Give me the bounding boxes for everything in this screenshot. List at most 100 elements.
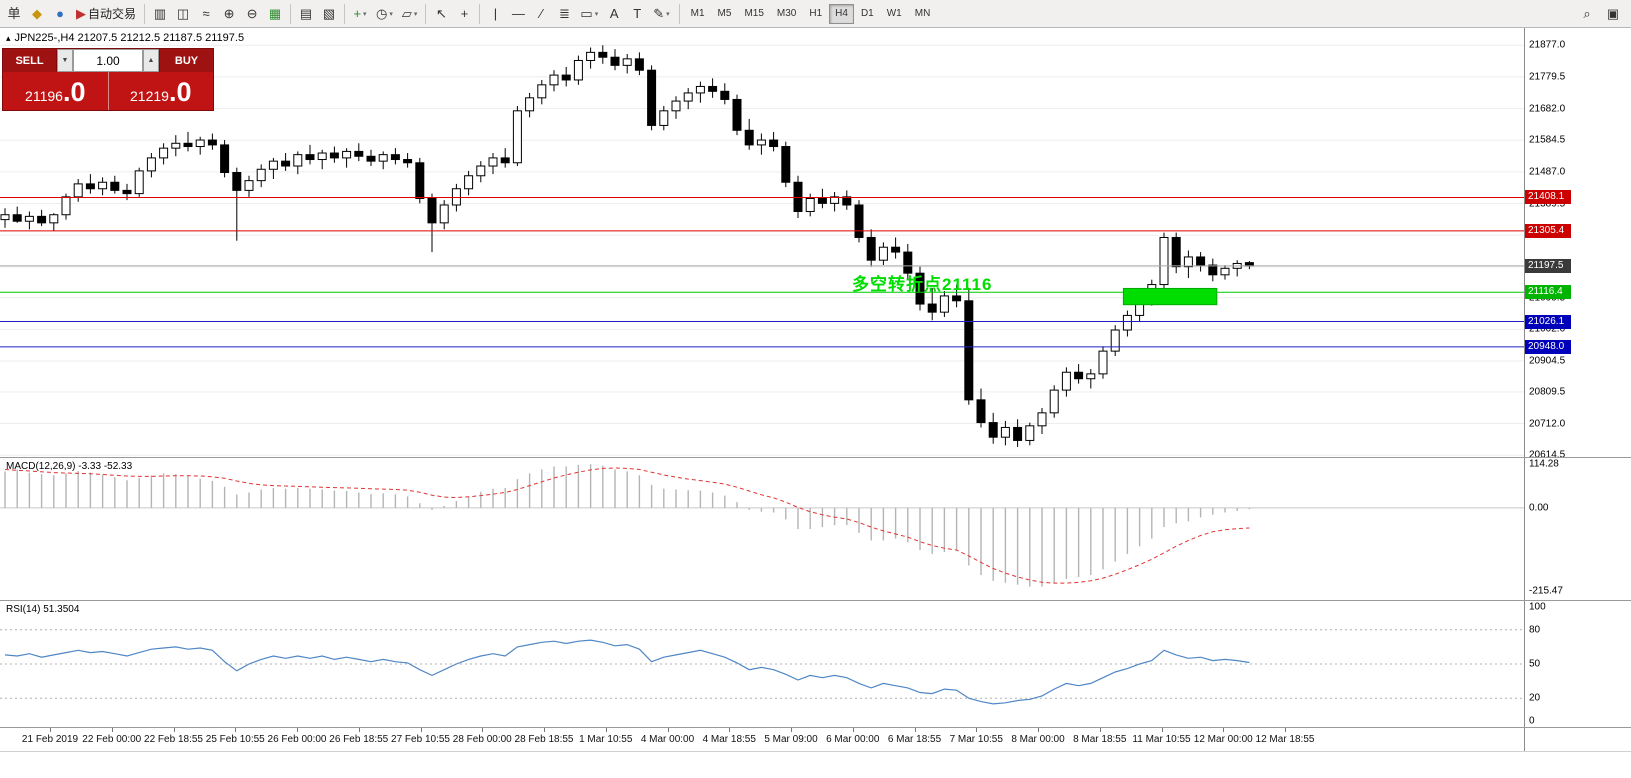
cursor-icon: ↖ — [435, 6, 447, 21]
time-tick — [1223, 728, 1225, 732]
price-axis[interactable]: 21877.021779.521682.021584.521487.021389… — [1525, 28, 1631, 751]
toolbar-right: ⌕ ▣ — [1576, 3, 1624, 25]
indicators-button[interactable]: + ▾ — [349, 3, 371, 25]
timeframe-m30-button[interactable]: M30 — [771, 4, 802, 24]
fibonacci-button[interactable]: ≣ — [553, 3, 575, 25]
timeframe-mn-button[interactable]: MN — [909, 4, 937, 24]
rsi-pane[interactable]: RSI(14) 51.3504 — [0, 601, 1524, 727]
timeframe-m15-button[interactable]: M15 — [738, 4, 769, 24]
zoom-out-button[interactable]: ⊖ — [241, 3, 263, 25]
candlestick-chart-button[interactable]: ◫ — [172, 3, 194, 25]
price-axis-label: 21779.5 — [1529, 71, 1566, 83]
shapes-button[interactable]: ▭ ▾ — [576, 3, 602, 25]
search-icon-button[interactable]: ⌕ — [1576, 3, 1598, 25]
time-tick — [358, 728, 360, 732]
periods-icon: ◷ — [376, 6, 388, 21]
time-axis-label: 27 Feb 10:55 — [391, 734, 450, 745]
macd-pane[interactable]: MACD(12,26,9) -3.33 -52.33 — [0, 458, 1524, 600]
fibonacci-icon: ≣ — [558, 6, 570, 21]
macd-legend: MACD(12,26,9) -3.33 -52.33 — [6, 461, 133, 472]
community-icon-icon: ● — [56, 6, 64, 21]
text-button[interactable]: A — [603, 3, 625, 25]
lot-dropdown-button[interactable]: ▼ — [57, 49, 73, 72]
text-icon: A — [609, 6, 619, 21]
new-window-icon: ▣ — [1606, 6, 1620, 21]
timeframe-w1-button[interactable]: W1 — [881, 4, 908, 24]
lot-up-button[interactable]: ▲ — [143, 49, 159, 72]
sell-price[interactable]: 21196.0 — [3, 72, 108, 110]
grid-button[interactable]: ▦ — [264, 3, 286, 25]
buy-button[interactable]: BUY — [159, 49, 213, 72]
price-axis-label: 21584.5 — [1529, 134, 1566, 146]
rsi-axis-label: 0 — [1529, 715, 1535, 727]
shapes-icon: ▭ — [580, 6, 593, 21]
time-tick — [729, 728, 731, 732]
dropdown-arrow-icon: ▾ — [666, 10, 670, 18]
time-tick — [235, 728, 237, 732]
lot-size-input[interactable] — [73, 49, 143, 72]
timeframe-h1-button[interactable]: H1 — [803, 4, 828, 24]
time-tick — [852, 728, 854, 732]
bar-chart-icon: ▥ — [153, 6, 167, 21]
price-axis-label: 21682.0 — [1529, 103, 1566, 115]
time-axis-label: 22 Feb 00:00 — [82, 734, 142, 745]
templates-button[interactable]: ▱ ▾ — [398, 3, 422, 25]
arrows-button[interactable]: ✎ ▾ — [649, 3, 673, 25]
community-icon-button[interactable]: ● — [49, 3, 71, 25]
time-tick — [605, 728, 607, 732]
market-watch-icon-icon: ◆ — [32, 6, 42, 21]
timeframe-h4-button[interactable]: H4 — [829, 3, 854, 24]
new-window-icon-button[interactable]: ▣ — [1602, 3, 1624, 25]
line-chart-button[interactable]: ≈ — [195, 3, 217, 25]
price-chart-pane[interactable]: ▴ JPN225-,H4 21207.5 21212.5 21187.5 211… — [0, 28, 1524, 457]
pane-splitter[interactable] — [0, 727, 1631, 728]
sell-button[interactable]: SELL — [3, 49, 57, 72]
buy-price[interactable]: 21219.0 — [109, 72, 214, 110]
rsi-chart[interactable] — [0, 601, 1524, 727]
templates-icon: ▱ — [401, 6, 412, 21]
vertical-line-icon: | — [493, 6, 498, 21]
autotrade-button[interactable]: ▶ 自动交易 — [72, 3, 140, 25]
timeframe-d1-button[interactable]: D1 — [855, 4, 880, 24]
time-tick — [1038, 728, 1039, 732]
time-axis-label: 25 Feb 10:55 — [205, 734, 265, 745]
pane-splitter[interactable] — [0, 600, 1631, 601]
time-tick — [1099, 728, 1101, 732]
price-axis-label: 21002.0 — [1529, 323, 1566, 335]
dropdown-arrow-icon: ▾ — [363, 10, 367, 18]
macd-chart[interactable] — [0, 458, 1524, 600]
time-axis-label: 4 Mar 18:55 — [702, 734, 756, 745]
timeframe-m1-button[interactable]: M1 — [685, 4, 711, 24]
time-tick — [173, 728, 175, 732]
bar-chart-button[interactable]: ▥ — [149, 3, 171, 25]
search-icon: ⌕ — [1583, 6, 1591, 21]
buy-price-main: 21219 — [130, 88, 169, 104]
toolbar-separator — [425, 3, 427, 24]
trade-panel-controls: SELL ▼ ▲ BUY — [3, 49, 213, 72]
time-axis[interactable]: 21 Feb 2019 22 Feb 00:00 22 Feb 18:55 25 Fe… — [0, 728, 1524, 751]
time-axis-label: 12 Mar 00:00 — [1193, 734, 1253, 745]
grid-icon: ▦ — [268, 6, 282, 21]
price-chart[interactable] — [0, 28, 1524, 457]
periods-button[interactable]: ◷ ▾ — [372, 3, 397, 25]
new-order-button[interactable]: 单 — [3, 3, 25, 25]
horizontal-line-button[interactable]: — — [507, 3, 529, 25]
timeframe-m5-button[interactable]: M5 — [712, 4, 738, 24]
price-axis-label: 20712.0 — [1529, 418, 1566, 430]
crosshair-button[interactable]: + — [453, 3, 475, 25]
price-badge: 20948.0 — [1525, 339, 1571, 354]
arrange-windows-button[interactable]: ▧ — [318, 3, 340, 25]
tile-windows-button[interactable]: ▤ — [295, 3, 317, 25]
pane-splitter[interactable] — [0, 457, 1631, 458]
label-button[interactable]: T — [626, 3, 648, 25]
trendline-button[interactable]: ∕ — [530, 3, 552, 25]
cursor-button[interactable]: ↖ — [430, 3, 452, 25]
time-tick — [976, 728, 978, 732]
zoom-in-button[interactable]: ⊕ — [218, 3, 240, 25]
time-axis-label: 22 Feb 18:55 — [144, 734, 203, 745]
time-axis-bottom-border — [0, 751, 1631, 752]
vertical-line-button[interactable]: | — [484, 3, 506, 25]
market-watch-icon-button[interactable]: ◆ — [26, 3, 48, 25]
price-badge: 21305.4 — [1525, 223, 1571, 238]
time-tick — [667, 728, 669, 732]
